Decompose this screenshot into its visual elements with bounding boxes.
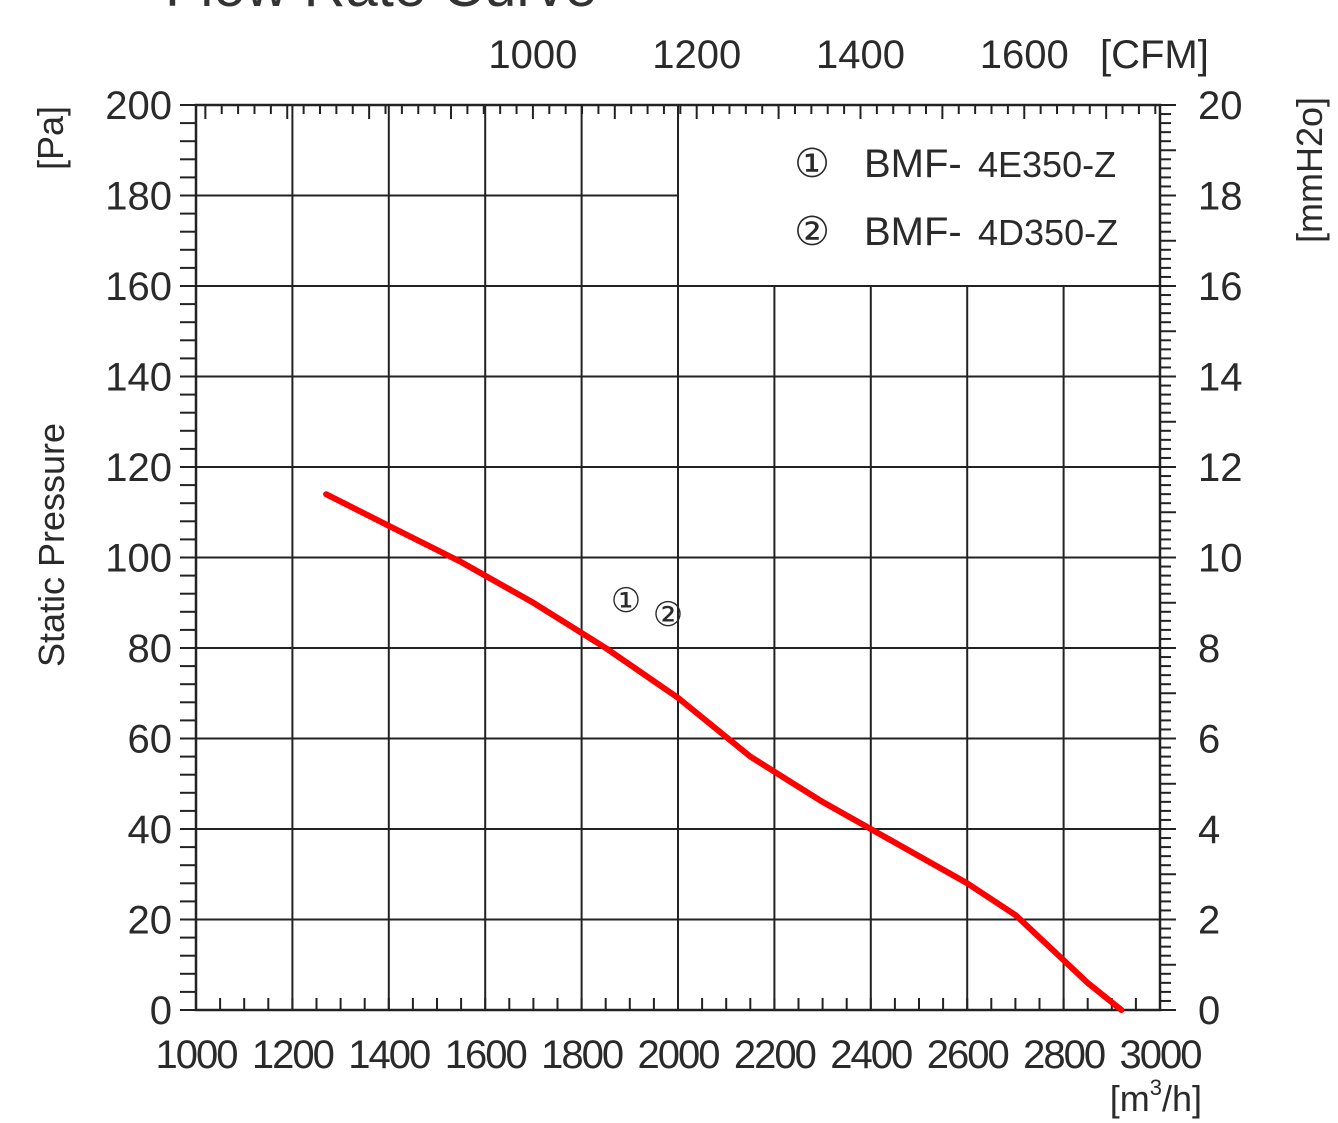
y-tick-label: 120	[105, 446, 172, 490]
y-tick-label: 100	[105, 537, 172, 581]
chart-title: Flow Rate Curve	[165, 0, 597, 19]
x-top-tick-label: 1400	[816, 33, 905, 77]
series-point	[1085, 980, 1091, 986]
series-point	[964, 880, 970, 886]
y-unit-label: [Pa]	[30, 106, 71, 170]
x-tick-label: 3000	[1120, 1033, 1202, 1077]
y-tick-label: 200	[105, 84, 172, 128]
y-right-tick-label: 2	[1198, 899, 1220, 943]
x-tick-label: 1000	[156, 1033, 238, 1077]
axis-tick-labels: 1000 1200 1400 1600 1800 2000 2200 2400 2600 2800…	[105, 33, 1242, 1077]
legend-marker: ②	[794, 210, 830, 254]
y-right-tick-label: 12	[1198, 446, 1243, 490]
x-tick-label: 1800	[541, 1033, 623, 1077]
bottom-axis-minor-ticks	[195, 998, 1161, 1010]
legend-prefix: BMF-	[864, 142, 962, 186]
y-tick-label: 80	[128, 627, 173, 671]
y-right-tick-label: 14	[1198, 356, 1243, 400]
series-point	[675, 695, 681, 701]
right-axis-minor-ticks	[1160, 104, 1176, 1011]
y-right-tick-label: 10	[1198, 537, 1243, 581]
legend-model: 4E350-Z	[978, 144, 1116, 185]
curve-annotation-marker: ①	[611, 582, 641, 620]
y-tick-label: 160	[105, 265, 172, 309]
series-point	[458, 559, 464, 565]
x-tick-label: 2600	[927, 1033, 1009, 1077]
legend: ① BMF- 4E350-Z ② BMF- 4D350-Z	[794, 142, 1118, 254]
y-tick-label: 60	[128, 718, 173, 762]
x-tick-label: 1400	[348, 1033, 430, 1077]
series-point	[1118, 1007, 1125, 1013]
series-point	[530, 600, 537, 606]
x-top-unit-label: [CFM]	[1100, 33, 1209, 77]
x-top-tick-label: 1600	[980, 33, 1069, 77]
y-right-tick-label: 0	[1198, 989, 1220, 1033]
left-axis-minor-ticks	[180, 104, 196, 1011]
legend-marker: ①	[794, 142, 830, 186]
y-tick-label: 20	[128, 899, 173, 943]
y-right-tick-label: 18	[1198, 175, 1243, 219]
series-point	[386, 523, 392, 529]
y-right-unit-label: [mmH2o]	[1289, 97, 1330, 243]
x-top-tick-label: 1000	[488, 33, 577, 77]
series-point	[323, 491, 329, 497]
series-point	[603, 645, 609, 651]
y-tick-label: 0	[150, 989, 172, 1033]
plot-frame	[194, 103, 1162, 1012]
grid	[196, 105, 1160, 1010]
x-unit-main: [m	[1110, 1078, 1150, 1119]
x-tick-label: 1600	[445, 1033, 527, 1077]
top-axis-minor-ticks	[204, 105, 1157, 119]
y-right-tick-label: 20	[1198, 84, 1243, 128]
y-axis-title: Static Pressure	[31, 423, 72, 667]
series-point	[1061, 957, 1067, 963]
x-tick-label: 2800	[1023, 1033, 1105, 1077]
series-point	[747, 754, 753, 760]
plot-border	[194, 103, 1162, 1012]
x-tick-label: 1200	[252, 1033, 334, 1077]
y-tick-label: 40	[128, 808, 173, 852]
legend-entry: ② BMF- 4D350-Z	[794, 210, 1118, 254]
series-point	[916, 853, 922, 859]
x-unit-end: /h]	[1162, 1078, 1202, 1119]
y-right-tick-label: 4	[1198, 808, 1220, 852]
x-tick-label: 2400	[830, 1033, 912, 1077]
x-unit-superscript: 3	[1150, 1075, 1162, 1100]
series-layer	[323, 491, 1125, 1013]
y-right-tick-label: 16	[1198, 265, 1243, 309]
y-right-tick-label: 8	[1198, 627, 1220, 671]
series-line	[323, 491, 1125, 1013]
series-point	[868, 826, 874, 832]
series-point	[820, 799, 826, 805]
curve-annotation-marker: ②	[653, 596, 683, 634]
series-point	[1012, 912, 1019, 918]
x-tick-label: 2000	[638, 1033, 720, 1077]
legend-model: 4D350-Z	[978, 212, 1118, 253]
y-right-tick-label: 6	[1198, 718, 1220, 762]
legend-entry: ① BMF- 4E350-Z	[794, 142, 1116, 186]
y-tick-label: 180	[105, 175, 172, 219]
y-tick-label: 140	[105, 356, 172, 400]
legend-prefix: BMF-	[864, 210, 962, 254]
x-tick-label: 2200	[734, 1033, 816, 1077]
x-unit-label: [m3/h]	[1110, 1075, 1202, 1119]
x-top-tick-label: 1200	[652, 33, 741, 77]
